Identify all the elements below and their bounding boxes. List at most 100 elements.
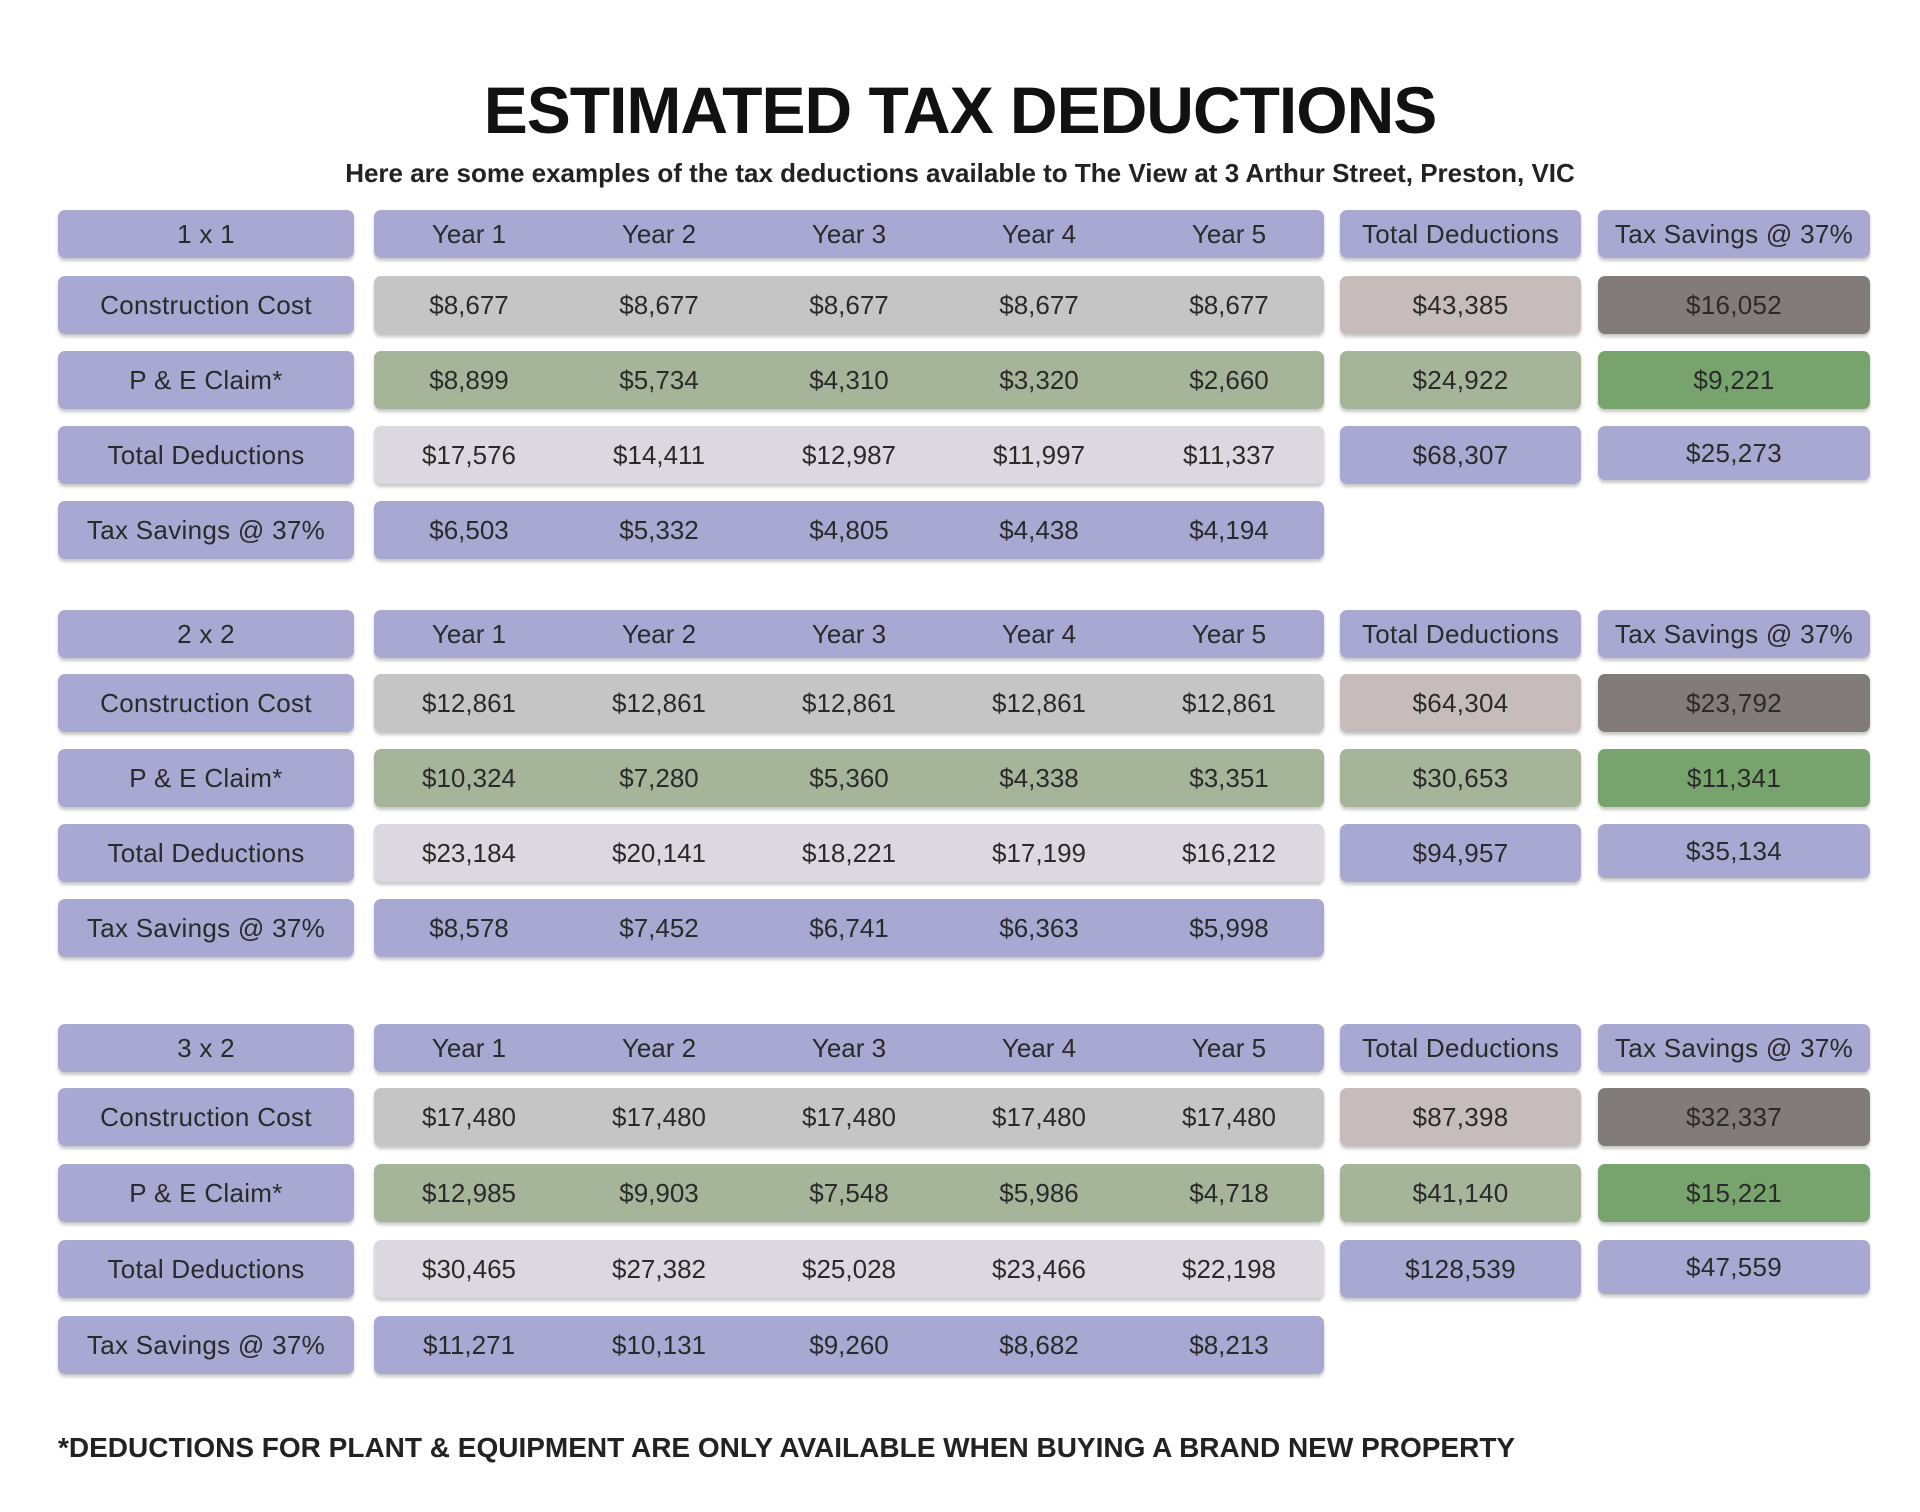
pe-claim-total: $24,922	[1340, 351, 1581, 409]
construction-cost-row: $12,861 $12,861 $12,861 $12,861 $12,861	[374, 674, 1324, 732]
value-cell: $11,337	[1182, 439, 1276, 470]
value-cell: $4,718	[1189, 1177, 1269, 1208]
value-cell: $25,028	[802, 1253, 896, 1284]
year-header: Year 5	[1191, 1032, 1267, 1063]
construction-cost-row: $17,480 $17,480 $17,480 $17,480 $17,480	[374, 1088, 1324, 1146]
value-cell: $4,805	[809, 514, 889, 545]
value-cell: $8,677	[619, 289, 699, 320]
deduction-table-1x1: 1 x 1 Year 1 Year 2 Year 3 Year 4 Year 5…	[58, 210, 1870, 565]
value-cell: $17,480	[992, 1101, 1086, 1132]
row-label-total-deductions: Total Deductions	[58, 426, 354, 484]
year-header-row: Year 1 Year 2 Year 3 Year 4 Year 5	[374, 1024, 1324, 1072]
construction-cost-savings: $16,052	[1598, 276, 1870, 334]
pe-claim-total: $41,140	[1340, 1164, 1581, 1222]
total-deductions-row: $17,576 $14,411 $12,987 $11,997 $11,337	[374, 426, 1324, 484]
unit-type-label: 2 x 2	[58, 610, 354, 658]
value-cell: $18,221	[802, 837, 896, 868]
value-cell: $5,998	[1189, 912, 1269, 943]
construction-cost-row: $8,677 $8,677 $8,677 $8,677 $8,677	[374, 276, 1324, 334]
total-deductions-row: $23,184 $20,141 $18,221 $17,199 $16,212	[374, 824, 1324, 882]
total-deductions-row: $30,465 $27,382 $25,028 $23,466 $22,198	[374, 1240, 1324, 1298]
footnote: *DEDUCTIONS FOR PLANT & EQUIPMENT ARE ON…	[58, 1432, 1516, 1463]
page-title: ESTIMATED TAX DEDUCTIONS	[483, 73, 1438, 147]
year-header: Year 3	[811, 218, 887, 249]
year-header-row: Year 1 Year 2 Year 3 Year 4 Year 5	[374, 610, 1324, 658]
value-cell: $17,480	[612, 1101, 706, 1132]
value-cell: $9,903	[619, 1177, 699, 1208]
row-label-total-deductions: Total Deductions	[58, 1240, 354, 1298]
value-cell: $7,280	[619, 762, 699, 793]
year-header: Year 4	[1001, 618, 1077, 649]
tax-savings-header: Tax Savings @ 37%	[1598, 1024, 1870, 1072]
pe-claim-savings: $9,221	[1598, 351, 1870, 409]
row-label-construction-cost: Construction Cost	[58, 1088, 354, 1146]
pe-claim-row: $10,324 $7,280 $5,360 $4,338 $3,351	[374, 749, 1324, 807]
value-cell: $4,310	[809, 364, 889, 395]
year-header: Year 3	[811, 618, 887, 649]
value-cell: $5,332	[619, 514, 699, 545]
unit-type-label: 1 x 1	[58, 210, 354, 258]
value-cell: $17,480	[802, 1101, 896, 1132]
value-cell: $23,466	[992, 1253, 1086, 1284]
value-cell: $8,578	[429, 912, 509, 943]
year-header: Year 1	[431, 618, 507, 649]
row-label-pe-claim: P & E Claim*	[58, 749, 354, 807]
value-cell: $8,677	[999, 289, 1079, 320]
value-cell: $12,861	[992, 687, 1086, 718]
row-label-tax-savings: Tax Savings @ 37%	[58, 899, 354, 957]
value-cell: $3,351	[1189, 762, 1269, 793]
year-header: Year 4	[1001, 1032, 1077, 1063]
value-cell: $5,360	[809, 762, 889, 793]
row-label-pe-claim: P & E Claim*	[58, 1164, 354, 1222]
value-cell: $8,682	[999, 1329, 1079, 1360]
value-cell: $6,741	[809, 912, 889, 943]
construction-cost-savings: $32,337	[1598, 1088, 1870, 1146]
pe-claim-savings: $11,341	[1598, 749, 1870, 807]
row-label-construction-cost: Construction Cost	[58, 674, 354, 732]
row-label-pe-claim: P & E Claim*	[58, 351, 354, 409]
row-label-tax-savings: Tax Savings @ 37%	[58, 1316, 354, 1374]
value-cell: $17,480	[422, 1101, 516, 1132]
value-cell: $12,861	[422, 687, 516, 718]
construction-cost-total: $43,385	[1340, 276, 1581, 334]
year-header: Year 5	[1191, 618, 1267, 649]
row-label-construction-cost: Construction Cost	[58, 276, 354, 334]
value-cell: $6,503	[429, 514, 509, 545]
row-label-tax-savings: Tax Savings @ 37%	[58, 501, 354, 559]
value-cell: $10,131	[612, 1329, 706, 1360]
value-cell: $30,465	[422, 1253, 516, 1284]
year-header: Year 2	[621, 218, 697, 249]
value-cell: $2,660	[1189, 364, 1269, 395]
unit-type-label: 3 x 2	[58, 1024, 354, 1072]
value-cell: $4,338	[999, 762, 1079, 793]
tax-savings-row: $6,503 $5,332 $4,805 $4,438 $4,194	[374, 501, 1324, 559]
year-header: Year 5	[1191, 218, 1267, 249]
value-cell: $4,438	[999, 514, 1079, 545]
value-cell: $8,677	[809, 289, 889, 320]
deduction-table-3x2: 3 x 2 Year 1 Year 2 Year 3 Year 4 Year 5…	[58, 1024, 1870, 1379]
tax-savings-header: Tax Savings @ 37%	[1598, 210, 1870, 258]
value-cell: $16,212	[1182, 837, 1276, 868]
value-cell: $8,677	[1189, 289, 1269, 320]
value-cell: $27,382	[612, 1253, 706, 1284]
value-cell: $8,677	[429, 289, 509, 320]
pe-claim-total: $30,653	[1340, 749, 1581, 807]
row-label-total-deductions: Total Deductions	[58, 824, 354, 882]
grand-total-deductions: $94,957	[1340, 824, 1581, 882]
tax-savings-header: Tax Savings @ 37%	[1598, 610, 1870, 658]
value-cell: $23,184	[422, 837, 516, 868]
value-cell: $11,271	[422, 1329, 516, 1360]
value-cell: $7,548	[809, 1177, 889, 1208]
year-header: Year 1	[431, 1032, 507, 1063]
total-deductions-header: Total Deductions	[1340, 610, 1581, 658]
year-header: Year 3	[811, 1032, 887, 1063]
value-cell: $8,213	[1189, 1329, 1269, 1360]
tax-savings-row: $11,271 $10,131 $9,260 $8,682 $8,213	[374, 1316, 1324, 1374]
value-cell: $6,363	[999, 912, 1079, 943]
value-cell: $17,199	[992, 837, 1086, 868]
value-cell: $12,985	[422, 1177, 516, 1208]
pe-claim-row: $8,899 $5,734 $4,310 $3,320 $2,660	[374, 351, 1324, 409]
year-header-row: Year 1 Year 2 Year 3 Year 4 Year 5	[374, 210, 1324, 258]
total-deductions-header: Total Deductions	[1340, 1024, 1581, 1072]
grand-total-savings: $35,134	[1598, 824, 1870, 878]
